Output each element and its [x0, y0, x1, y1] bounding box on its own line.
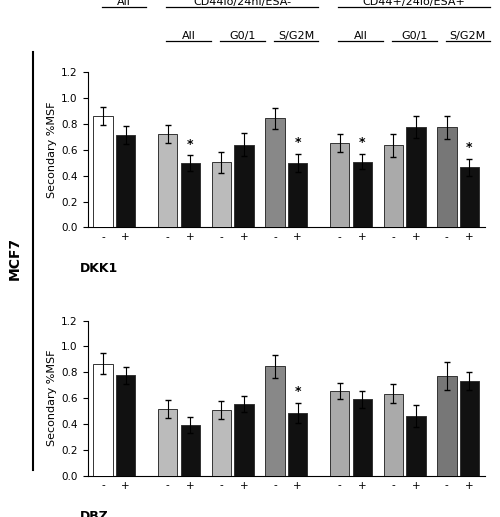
Bar — [460, 168, 479, 227]
Text: All: All — [182, 32, 196, 41]
Bar — [265, 367, 284, 476]
Text: *: * — [359, 136, 366, 149]
Text: *: * — [294, 136, 301, 149]
Text: CD44lo/24hi/ESA-: CD44lo/24hi/ESA- — [193, 0, 292, 7]
Bar — [384, 393, 403, 476]
Text: G0/1: G0/1 — [401, 32, 427, 41]
Bar — [406, 127, 425, 227]
Bar — [406, 416, 425, 476]
Bar — [94, 364, 112, 476]
Bar — [116, 135, 136, 227]
Text: DBZ: DBZ — [80, 510, 108, 517]
Text: DKK1: DKK1 — [80, 262, 118, 275]
Bar — [234, 145, 254, 227]
Bar — [352, 400, 372, 476]
Text: MCF7: MCF7 — [8, 237, 22, 280]
Bar — [352, 161, 372, 227]
Bar — [384, 145, 403, 227]
Text: G0/1: G0/1 — [229, 32, 256, 41]
Bar — [288, 413, 308, 476]
Bar — [330, 391, 349, 476]
Bar — [330, 143, 349, 227]
Y-axis label: Secondary %MSF: Secondary %MSF — [47, 102, 57, 198]
Bar — [212, 162, 231, 227]
Bar — [234, 404, 254, 476]
Text: S/G2M: S/G2M — [278, 32, 314, 41]
Bar — [180, 425, 200, 476]
Text: *: * — [466, 142, 472, 155]
Bar — [116, 375, 136, 476]
Bar — [437, 376, 456, 476]
Text: *: * — [187, 138, 194, 150]
Bar — [158, 409, 178, 476]
Bar — [460, 382, 479, 476]
Bar — [212, 410, 231, 476]
Bar — [437, 127, 456, 227]
Bar — [265, 118, 284, 227]
Text: All: All — [117, 0, 131, 7]
Bar — [180, 163, 200, 227]
Bar — [94, 116, 112, 227]
Text: S/G2M: S/G2M — [450, 32, 486, 41]
Y-axis label: Secondary %MSF: Secondary %MSF — [47, 350, 57, 446]
Bar — [288, 163, 308, 227]
Text: CD44+/24lo/ESA+: CD44+/24lo/ESA+ — [363, 0, 466, 7]
Text: All: All — [354, 32, 368, 41]
Text: *: * — [294, 385, 301, 398]
Bar — [158, 134, 178, 227]
